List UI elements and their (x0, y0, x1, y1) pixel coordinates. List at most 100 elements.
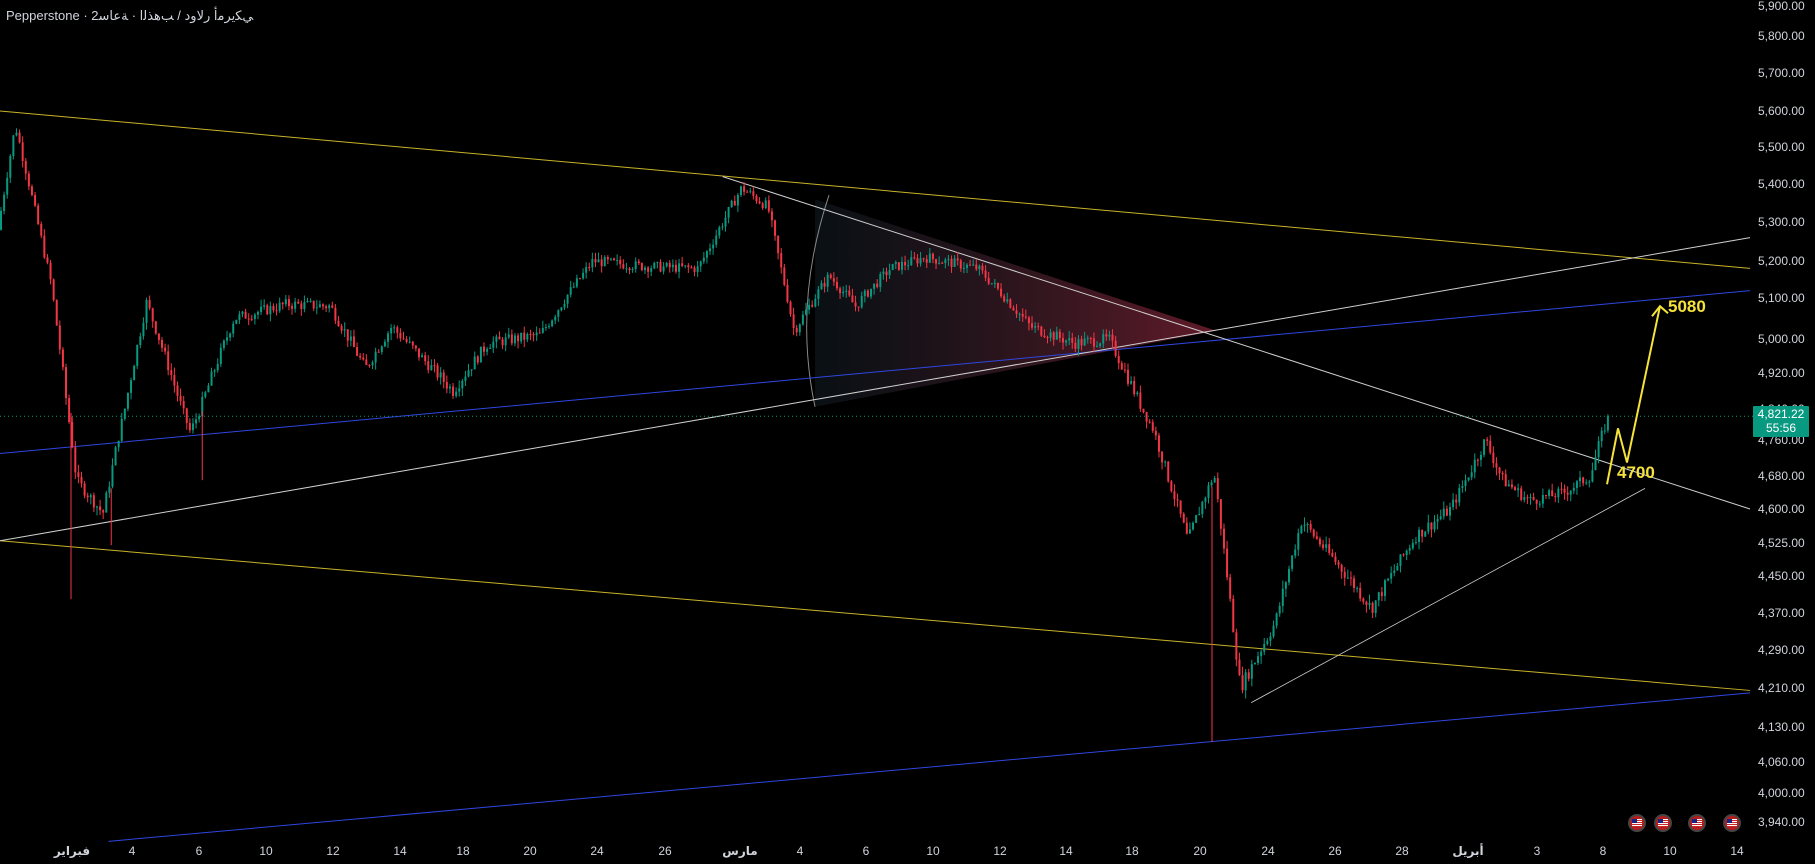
bearish-candle (1365, 601, 1368, 605)
bearish-candle (829, 274, 832, 279)
bullish-candle (309, 300, 312, 302)
bullish-candle (1306, 524, 1309, 526)
bearish-candle (1127, 369, 1129, 384)
white-trendline (0, 237, 1751, 542)
bearish-candle (325, 306, 328, 309)
bullish-candle (114, 447, 117, 466)
bearish-candle (1092, 338, 1095, 347)
bearish-candle (414, 345, 417, 349)
bullish-candle (678, 263, 681, 272)
bearish-candle (334, 307, 337, 321)
bearish-candle (975, 264, 978, 270)
bullish-candle (1572, 487, 1575, 491)
bullish-candle (1164, 461, 1167, 463)
y-tick-label: 5,200.00 (1758, 254, 1805, 268)
bearish-candle (405, 339, 408, 342)
bearish-candle (1040, 326, 1043, 336)
bearish-candle (1520, 488, 1523, 500)
us-flag-icon[interactable] (1723, 814, 1741, 832)
bullish-candle (894, 262, 897, 265)
bullish-candle (1393, 570, 1396, 574)
bearish-candle (1037, 326, 1040, 328)
bearish-candle (362, 357, 365, 360)
x-tick-label: 20 (523, 844, 537, 858)
bullish-candle (0, 210, 2, 230)
bullish-candle (696, 266, 699, 273)
bullish-candle (479, 346, 482, 363)
bullish-candle (736, 194, 739, 206)
bullish-candle (845, 290, 848, 292)
bullish-candle (1470, 472, 1473, 478)
bullish-candle (507, 334, 510, 338)
bearish-candle (996, 282, 999, 289)
bullish-candle (464, 376, 467, 381)
bearish-candle (1563, 488, 1566, 493)
bullish-candle (900, 261, 903, 270)
bar-countdown: 55:56 (1765, 421, 1797, 435)
bearish-candle (247, 318, 250, 320)
bearish-candle (1309, 524, 1312, 530)
bearish-candle (1021, 313, 1024, 317)
bearish-candle (640, 263, 643, 271)
bullish-candle (1461, 486, 1464, 488)
bullish-candle (1006, 299, 1009, 302)
bearish-candle (848, 290, 851, 296)
bullish-candle (1591, 470, 1594, 482)
bullish-candle (597, 259, 600, 263)
bullish-candle (910, 257, 913, 266)
bullish-candle (393, 327, 396, 329)
bullish-candle (1210, 482, 1213, 486)
bearish-candle (969, 264, 972, 266)
bearish-candle (523, 332, 526, 340)
bullish-candle (891, 264, 894, 271)
y-tick-label: 3,940.00 (1758, 815, 1805, 829)
bullish-candle (105, 492, 108, 513)
bearish-candle (1114, 340, 1117, 356)
bearish-candle (167, 351, 170, 371)
bullish-candle (461, 380, 464, 389)
y-tick-label: 4,450.00 (1758, 569, 1805, 583)
bearish-candle (411, 341, 414, 346)
bearish-candle (1322, 544, 1325, 548)
bearish-candle (436, 365, 439, 378)
bearish-candle (538, 332, 541, 334)
target-label: 5080 (1668, 297, 1706, 316)
bullish-candle (1569, 490, 1572, 495)
bearish-candle (959, 260, 962, 269)
bullish-candle (1483, 439, 1486, 455)
bearish-candle (417, 348, 420, 358)
bearish-candle (1142, 408, 1145, 413)
bearish-candle (628, 268, 631, 271)
bearish-candle (170, 370, 173, 376)
us-flag-icon[interactable] (1628, 814, 1646, 832)
bullish-candle (1269, 636, 1272, 641)
x-tick-label: 26 (1328, 844, 1342, 858)
bearish-candle (619, 259, 622, 265)
us-flag-icon[interactable] (1688, 814, 1706, 832)
us-flag-icon[interactable] (1654, 814, 1672, 832)
bullish-candle (1575, 481, 1578, 488)
bearish-candle (1554, 496, 1557, 498)
bullish-candle (585, 267, 588, 273)
bearish-candle (1353, 578, 1356, 588)
bullish-candle (860, 295, 863, 308)
bearish-candle (272, 306, 275, 311)
bullish-candle (1250, 664, 1253, 679)
bullish-candle (1188, 529, 1191, 534)
bullish-candle (1588, 481, 1591, 483)
bullish-candle (1266, 640, 1269, 645)
bearish-candle (588, 267, 591, 269)
bearish-candle (58, 325, 61, 350)
bullish-candle (111, 465, 114, 487)
bearish-candle (913, 257, 916, 259)
bearish-candle (935, 259, 938, 264)
bearish-candle (1489, 440, 1492, 453)
bearish-candle (931, 253, 934, 260)
y-tick-label: 5,700.00 (1758, 66, 1805, 80)
y-tick-label: 5,000.00 (1758, 332, 1805, 346)
bullish-candle (315, 307, 318, 309)
bearish-candle (1154, 430, 1157, 436)
y-tick-label: 4,210.00 (1758, 681, 1805, 695)
y-tick-label: 5,500.00 (1758, 140, 1805, 154)
